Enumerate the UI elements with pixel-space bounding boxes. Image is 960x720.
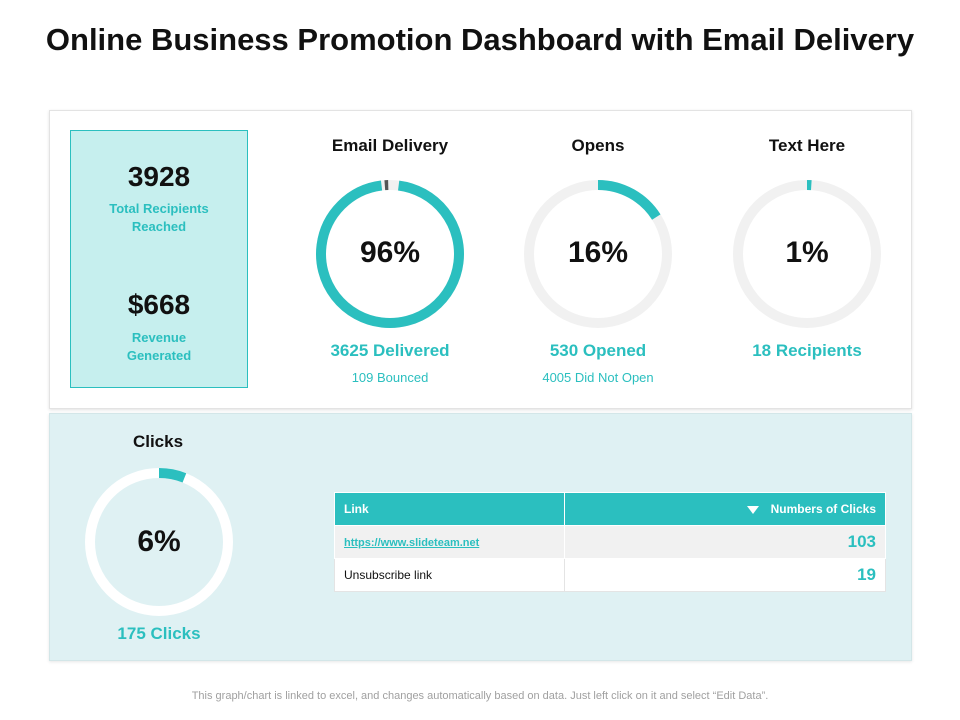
- table-row: https://www.slideteam.net 103: [334, 525, 886, 559]
- recipients-count: 18 Recipients: [752, 341, 862, 360]
- opened-count: 530 Opened: [549, 341, 647, 360]
- link-clicks-table: Link Numbers of Clicks https://www.slide…: [334, 492, 886, 592]
- email-bounced-count: 109 Bounced: [351, 370, 429, 385]
- opens-title: Opens: [571, 136, 625, 155]
- clicks-cell: 19: [564, 558, 886, 592]
- link-cell: https://www.slideteam.net: [334, 525, 565, 559]
- link-cell: Unsubscribe link: [334, 558, 565, 592]
- email-delivery-percent: 96%: [359, 236, 421, 269]
- opens-arc: [524, 180, 672, 328]
- summary-box: 3928 Total Recipients Reached $668 Reven…: [70, 130, 248, 388]
- table-header-row: Link Numbers of Clicks: [334, 492, 886, 526]
- did-not-open-count: 4005 Did Not Open: [542, 370, 654, 385]
- email-delivery-donut: [316, 180, 464, 328]
- link-column-header: Link: [334, 492, 565, 526]
- text-here-arc: [733, 180, 881, 328]
- revenue-value: $668: [127, 289, 191, 320]
- total-recipients-value: 3928: [127, 161, 191, 192]
- clicks-count: 175 Clicks: [117, 624, 201, 643]
- email-delivered-count: 3625 Delivered: [330, 341, 450, 360]
- opens-donut: [524, 180, 672, 328]
- table-row: Unsubscribe link 19: [334, 558, 886, 592]
- clicks-arc: [85, 468, 233, 616]
- clicks-column-label: Numbers of Clicks: [770, 502, 876, 516]
- opens-percent: 16%: [567, 236, 629, 269]
- sort-down-icon[interactable]: [746, 505, 759, 514]
- total-recipients-label: Total Recipients Reached: [109, 201, 209, 234]
- text-here-title: Text Here: [768, 136, 846, 155]
- email-delivery-title: Email Delivery: [331, 136, 449, 155]
- clicks-title: Clicks: [132, 432, 184, 451]
- page-title: Online Business Promotion Dashboard with…: [45, 22, 915, 57]
- clicks-cell: 103: [564, 525, 886, 559]
- text-here-percent: 1%: [785, 236, 829, 269]
- footer-note: This graph/chart is linked to excel, and…: [191, 690, 769, 702]
- clicks-donut: [85, 468, 233, 616]
- slideteam-link[interactable]: https://www.slideteam.net: [344, 537, 480, 549]
- email-delivery-marker: [316, 180, 464, 328]
- clicks-percent: 6%: [137, 525, 181, 558]
- revenue-label: Revenue Generated: [126, 330, 192, 363]
- clicks-column-header[interactable]: Numbers of Clicks: [564, 492, 886, 526]
- text-here-donut: [733, 180, 881, 328]
